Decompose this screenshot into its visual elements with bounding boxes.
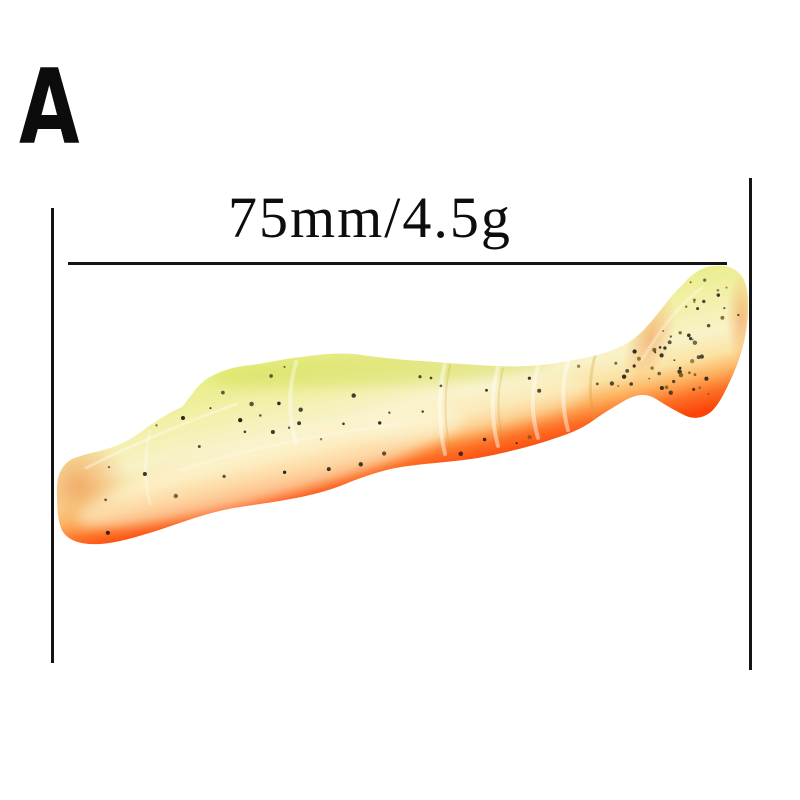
body-highlight-2 [351, 376, 589, 440]
tail-orange-tint-right [726, 272, 749, 364]
dimension-line-left [51, 208, 54, 663]
lure-shading [56, 272, 749, 538]
segment-grooves [144, 350, 598, 506]
body-highlight [76, 408, 464, 528]
body-creases [84, 286, 704, 472]
variant-label: A [19, 48, 80, 168]
dimension-line-top [68, 262, 727, 265]
dimension-line-right [749, 178, 752, 670]
lure-body-group [56, 265, 749, 545]
dimension-text: 75mm/4.5g [228, 185, 512, 250]
speckle-flecks [104, 278, 740, 535]
